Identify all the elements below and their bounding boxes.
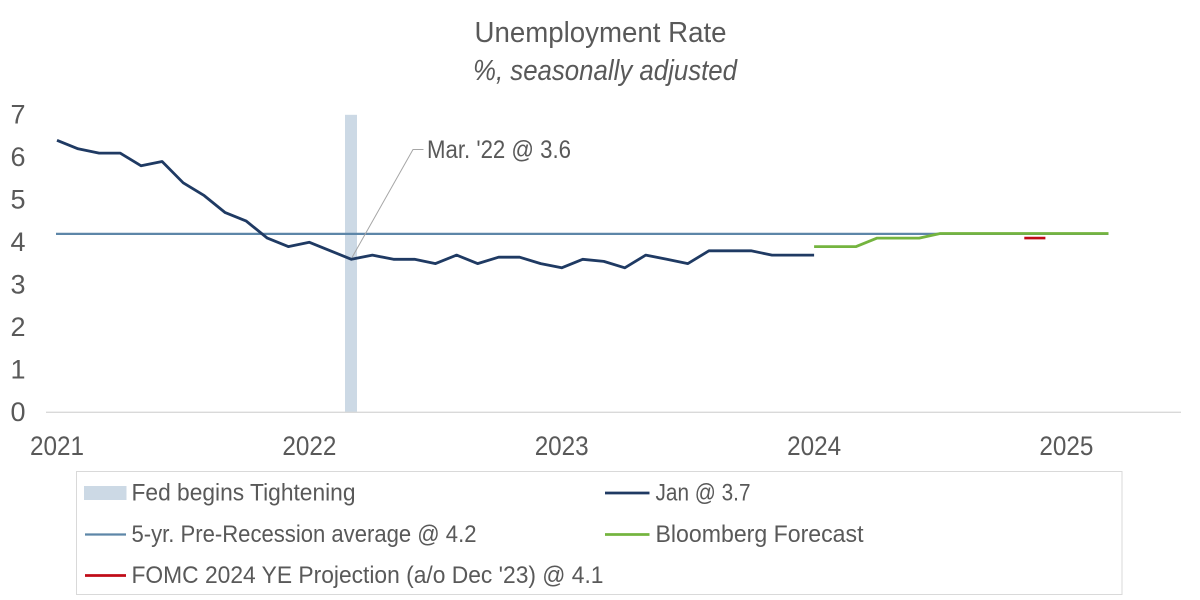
svg-text:Jan @ 3.7: Jan @ 3.7 (656, 480, 751, 507)
svg-text:1: 1 (10, 355, 25, 385)
svg-text:3: 3 (10, 270, 25, 300)
svg-text:2023: 2023 (535, 431, 589, 461)
svg-text:%, seasonally adjusted: %, seasonally adjusted (473, 55, 738, 87)
svg-text:4: 4 (10, 227, 25, 257)
svg-text:Fed begins Tightening: Fed begins Tightening (132, 480, 356, 507)
svg-text:7: 7 (10, 100, 25, 130)
svg-text:5-yr. Pre-Recession average @: 5-yr. Pre-Recession average @ 4.2 (132, 521, 477, 548)
svg-text:6: 6 (10, 142, 25, 172)
svg-text:2022: 2022 (282, 431, 336, 461)
svg-text:2: 2 (10, 312, 25, 342)
svg-text:Unemployment Rate: Unemployment Rate (475, 17, 727, 49)
svg-text:5: 5 (10, 185, 25, 215)
svg-text:2025: 2025 (1039, 431, 1093, 461)
svg-text:FOMC 2024 YE Projection (a/o D: FOMC 2024 YE Projection (a/o Dec '23) @ … (132, 562, 604, 589)
svg-text:Bloomberg Forecast: Bloomberg Forecast (656, 521, 864, 548)
svg-text:0: 0 (10, 397, 25, 427)
svg-text:2021: 2021 (30, 431, 84, 461)
svg-text:Mar. '22 @ 3.6: Mar. '22 @ 3.6 (427, 136, 571, 164)
svg-text:2024: 2024 (787, 431, 841, 461)
